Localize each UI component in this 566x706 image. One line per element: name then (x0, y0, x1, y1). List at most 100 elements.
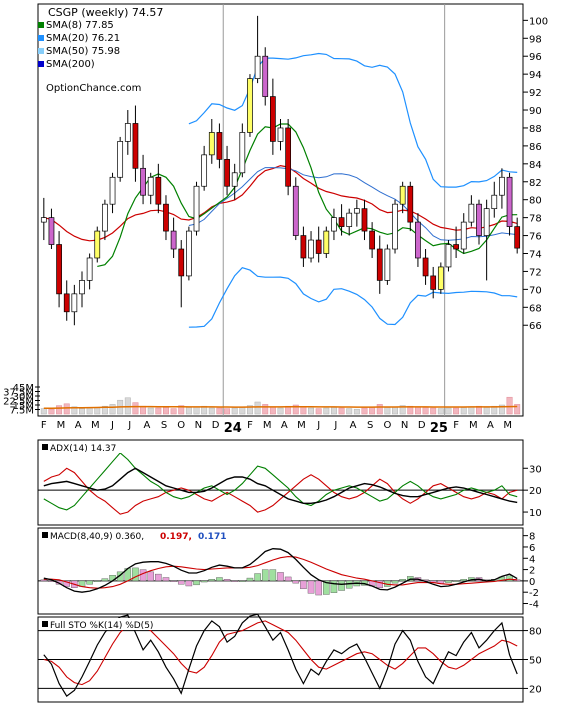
macd-histogram-bar (300, 580, 307, 590)
minus-di-line (43, 467, 518, 515)
candle-body (460, 221, 467, 250)
candle-body (277, 127, 284, 142)
price-tick-label: 78 (529, 214, 542, 225)
macd-histogram-bar (40, 579, 48, 582)
volume-bar (506, 396, 513, 415)
price-tick-label: 72 (529, 267, 542, 278)
volume-bar (269, 406, 276, 415)
price-lines (43, 52, 518, 328)
candle-body (208, 132, 215, 156)
sto-tick-label: 50 (529, 656, 542, 667)
x-axis-label: D (212, 420, 220, 431)
volume-bar (208, 407, 215, 415)
volume-bar (453, 407, 460, 415)
macd-label-box (40, 529, 230, 541)
candle-body (186, 230, 192, 277)
candle-body (361, 208, 368, 232)
long-average-line (43, 164, 518, 242)
candle-body (353, 208, 360, 214)
macd-signal-line (43, 556, 518, 589)
volume-bar (231, 407, 238, 415)
x-axis-label: S (161, 420, 167, 431)
macd-line (43, 548, 518, 593)
volume-tick-label: 37.5M (3, 388, 34, 399)
candle-body (392, 203, 398, 250)
upper-band-line (188, 52, 518, 188)
price-axis-ticks: 66 68 70 72 74 76 78 80 82 84 86 88 90 92 94 96 98 100 (523, 16, 548, 332)
candle-body (384, 248, 391, 281)
volume-bar (63, 403, 70, 415)
macd-histogram-bar (147, 571, 154, 582)
volume-bar (71, 406, 78, 415)
macd-histogram-bar (162, 577, 170, 582)
stochastics-panel: 20 50 80 Full STO %K(14) %D(5) (37, 613, 542, 703)
volume-bar (140, 405, 147, 415)
symbol-label: CSGP (weekly) 74.57 (48, 6, 163, 19)
volume-bar (48, 408, 55, 415)
candle-body (216, 132, 223, 160)
macd-histogram-bar (200, 580, 208, 583)
volume-bar (124, 397, 131, 415)
volume-bar (315, 408, 322, 415)
x-axis-label: A (143, 420, 150, 431)
candle-body (163, 203, 169, 232)
macd-histogram-bar (193, 580, 200, 586)
macd-histogram-bar (231, 580, 238, 582)
x-axis-label: A (350, 420, 357, 431)
x-axis-label: M (469, 420, 478, 431)
macd-panel-frame (37, 527, 524, 615)
plus-di-line (43, 452, 518, 511)
volume-bar (468, 406, 475, 415)
macd-tick-label: 8 (529, 532, 535, 543)
candle-body (224, 158, 230, 187)
macd-tick-label: 0 (529, 577, 535, 588)
volume-bar (323, 407, 330, 415)
macd-tick-label: -4 (529, 600, 539, 611)
macd-histogram-bar (63, 580, 70, 587)
candle-body (476, 203, 482, 236)
candle-body (514, 226, 521, 249)
x-axis-label: J (127, 420, 131, 431)
macd-histogram-bar (155, 573, 162, 582)
volume-bar (414, 406, 421, 415)
adx-tick-label: 30 (529, 464, 542, 475)
macd-histogram-bar (261, 569, 269, 582)
candle-body (338, 217, 345, 227)
price-tick-label: 74 (529, 250, 542, 261)
volume-bar (254, 401, 261, 415)
macd-histogram-bar (208, 579, 216, 582)
volume-bar (392, 406, 398, 415)
volume-bar (109, 404, 116, 415)
candle-body (376, 248, 383, 281)
candle-body (239, 132, 246, 174)
candle-body (56, 244, 62, 295)
candle-body (506, 176, 513, 227)
x-axis-label: 24 (224, 421, 242, 436)
macd-histogram-bar (132, 567, 139, 582)
x-axis-label: A (487, 420, 494, 431)
adx-legend-swatch (42, 444, 48, 450)
x-axis-label: N (195, 420, 202, 431)
legend: CSGP (weekly) 74.57 SMA(8) 77.85 SMA(20) … (38, 6, 163, 94)
volume-average-line (43, 405, 518, 410)
macd-histogram-bar (315, 580, 322, 596)
candle-body (147, 176, 154, 196)
volume-bar (239, 406, 246, 415)
candle-body (193, 185, 200, 232)
candles (40, 15, 521, 326)
legend-label: SMA(8) 77.85 (46, 20, 114, 31)
legend-label: SMA(50) 75.98 (46, 46, 120, 57)
x-axis-label: 25 (430, 421, 448, 436)
volume-bar (170, 408, 177, 415)
volume-bar (147, 407, 154, 415)
candle-body (231, 172, 238, 187)
volume-tick-label: 22.5M (3, 397, 34, 408)
x-axis-label: M (91, 420, 100, 431)
x-axis-label: M (297, 420, 306, 431)
x-axis-label: J (316, 420, 320, 431)
macd-histogram-bar (345, 580, 353, 589)
x-axis-label: N (401, 420, 408, 431)
price-tick-label: 86 (529, 142, 542, 153)
legend-swatch (38, 48, 44, 54)
